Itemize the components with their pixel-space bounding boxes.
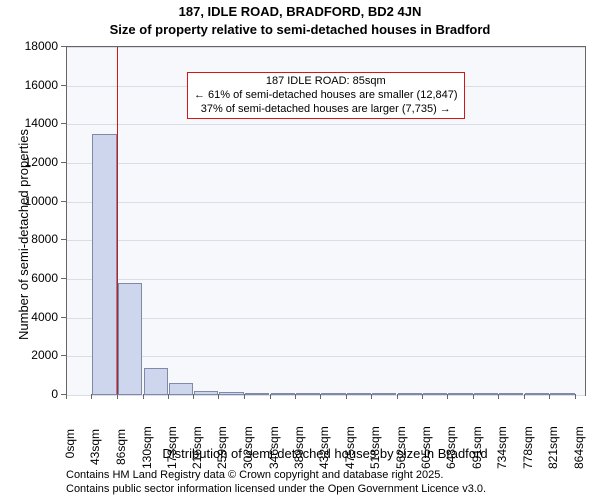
annotation-box: 187 IDLE ROAD: 85sqm← 61% of semi-detach… bbox=[187, 72, 465, 119]
gridline-h bbox=[67, 163, 585, 164]
histogram-bar bbox=[499, 393, 523, 395]
x-tick-mark bbox=[447, 394, 448, 399]
x-tick-mark bbox=[473, 394, 474, 399]
x-tick-mark bbox=[244, 394, 245, 399]
chart-title-line1: 187, IDLE ROAD, BRADFORD, BD2 4JN bbox=[0, 4, 600, 19]
x-tick-mark bbox=[549, 394, 550, 399]
x-tick-mark bbox=[143, 394, 144, 399]
y-tick-mark bbox=[61, 162, 66, 163]
histogram-bar bbox=[321, 393, 345, 395]
x-tick-mark bbox=[295, 394, 296, 399]
histogram-bar bbox=[144, 368, 168, 395]
histogram-bar bbox=[219, 392, 243, 395]
histogram-bar bbox=[347, 393, 371, 395]
annotation-line2: ← 61% of semi-detached houses are smalle… bbox=[194, 89, 458, 103]
histogram-bar bbox=[296, 393, 320, 395]
property-marker-line bbox=[117, 47, 118, 395]
y-tick-mark bbox=[61, 201, 66, 202]
footer-line2: Contains public sector information licen… bbox=[66, 482, 486, 496]
histogram-bar bbox=[169, 383, 193, 395]
x-tick-mark bbox=[371, 394, 372, 399]
x-tick-mark bbox=[168, 394, 169, 399]
gridline-h bbox=[67, 318, 585, 319]
x-tick-mark bbox=[524, 394, 525, 399]
y-tick-label: 16000 bbox=[0, 78, 58, 92]
histogram-bar bbox=[372, 393, 396, 395]
gridline-h bbox=[67, 202, 585, 203]
y-tick-mark bbox=[61, 46, 66, 47]
y-tick-label: 2000 bbox=[0, 348, 58, 362]
histogram-bar bbox=[92, 134, 116, 395]
gridline-h bbox=[67, 47, 585, 48]
histogram-bar bbox=[398, 393, 422, 395]
x-tick-mark bbox=[66, 394, 67, 399]
gridline-h bbox=[67, 279, 585, 280]
histogram-bar bbox=[118, 283, 142, 395]
chart-title-line2: Size of property relative to semi-detach… bbox=[0, 22, 600, 37]
x-tick-mark bbox=[575, 394, 576, 399]
y-tick-label: 18000 bbox=[0, 39, 58, 53]
y-tick-mark bbox=[61, 239, 66, 240]
x-tick-mark bbox=[320, 394, 321, 399]
histogram-bar bbox=[550, 393, 574, 395]
chart-container: 187, IDLE ROAD, BRADFORD, BD2 4JN Size o… bbox=[0, 0, 600, 500]
x-tick-mark bbox=[91, 394, 92, 399]
x-tick-mark bbox=[218, 394, 219, 399]
y-tick-mark bbox=[61, 123, 66, 124]
histogram-bar bbox=[525, 393, 549, 395]
histogram-bar bbox=[448, 393, 472, 395]
x-tick-mark bbox=[422, 394, 423, 399]
plot-area: 187 IDLE ROAD: 85sqm← 61% of semi-detach… bbox=[66, 46, 586, 396]
gridline-h bbox=[67, 240, 585, 241]
x-tick-mark bbox=[346, 394, 347, 399]
gridline-h bbox=[67, 395, 585, 396]
histogram-bar bbox=[271, 393, 295, 395]
annotation-line3: 37% of semi-detached houses are larger (… bbox=[194, 103, 458, 117]
y-tick-mark bbox=[61, 278, 66, 279]
footer-line1: Contains HM Land Registry data © Crown c… bbox=[66, 468, 443, 482]
x-tick-mark bbox=[270, 394, 271, 399]
histogram-bar bbox=[423, 393, 447, 395]
annotation-line1: 187 IDLE ROAD: 85sqm bbox=[194, 75, 458, 89]
y-tick-mark bbox=[61, 355, 66, 356]
x-tick-mark bbox=[397, 394, 398, 399]
gridline-h bbox=[67, 356, 585, 357]
histogram-bar bbox=[194, 391, 218, 395]
y-tick-mark bbox=[61, 317, 66, 318]
histogram-bar bbox=[474, 393, 498, 395]
gridline-h bbox=[67, 124, 585, 125]
histogram-bar bbox=[245, 393, 269, 395]
x-axis-label: Distribution of semi-detached houses by … bbox=[66, 446, 584, 461]
x-tick-mark bbox=[117, 394, 118, 399]
x-tick-mark bbox=[193, 394, 194, 399]
x-tick-mark bbox=[498, 394, 499, 399]
y-tick-label: 0 bbox=[0, 387, 58, 401]
y-tick-mark bbox=[61, 85, 66, 86]
y-axis-label: Number of semi-detached properties bbox=[16, 129, 31, 340]
